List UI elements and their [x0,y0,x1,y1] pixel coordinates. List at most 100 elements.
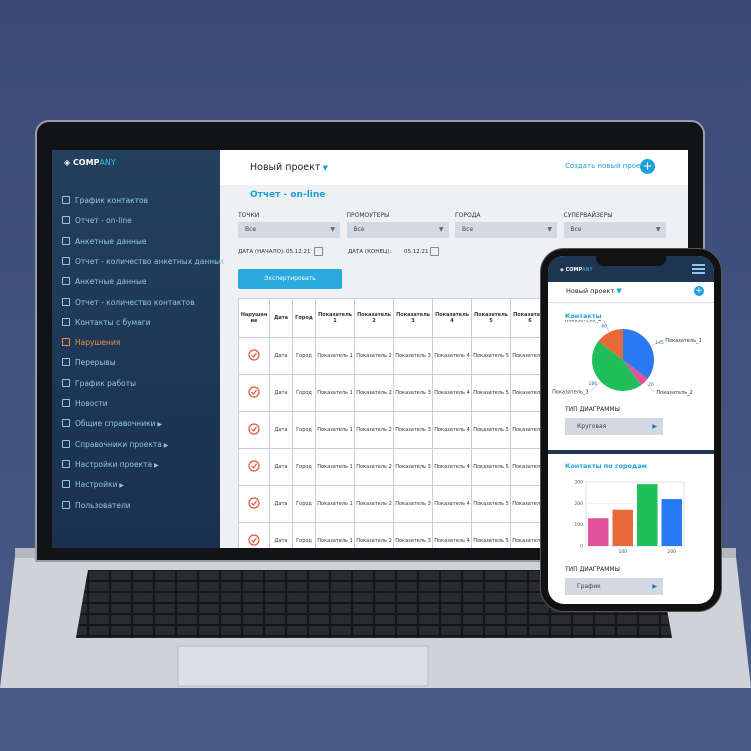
phone-project-select[interactable]: Новый проект [566,287,622,295]
sidebar-label: Настройки проекта [75,459,153,469]
icon [62,236,70,245]
sidebar-item[interactable]: Нарушения [62,338,120,347]
column-header: Показатель 2 [354,298,394,338]
bar [612,509,633,546]
sidebar-item[interactable]: Настройки проекта [62,459,159,469]
pie-title: Контакты [565,312,602,320]
violation-cell [238,411,270,449]
export-button[interactable]: Экспертировать [238,269,342,289]
violation-cell [238,448,270,486]
bar [588,518,609,546]
icon [62,358,70,367]
table-cell: Показатель 4 [432,411,472,449]
table-cell: Показатель 5 [471,448,511,486]
touchpad [177,645,429,687]
table-cell: Показатель 4 [432,522,472,548]
sidebar-item[interactable]: Анкетные данные [62,236,147,246]
filter-label: СУПЕРВАЙЗЕРЫ [563,212,613,219]
sidebar-label: Справочники проекта [75,439,162,449]
pie-slice [592,341,641,391]
leader-line [650,339,664,347]
chart-type-select[interactable]: График [565,578,663,595]
table-cell: Город [292,374,316,412]
sidebar: ◈ COMPANY График контактов Отчет - on-lin… [52,150,225,548]
chart-type-label: ТИП ДИАГРАММЫ [565,566,620,573]
filter-select[interactable]: Все [563,222,666,238]
table-cell: Город [292,448,316,486]
sidebar-label: График работы [75,378,136,388]
violation-icon [248,460,260,472]
icon [62,317,70,326]
sidebar-label: Общие справочники [75,419,156,429]
table-cell: Дата [269,374,293,412]
table-row: Дата Город Показатель 1 Показатель 2 Показат… [238,485,550,523]
sidebar-label: Анкетные данные [75,236,147,246]
slice-label: Показатель_1 [665,338,701,344]
y-tick-label: 100 [574,522,583,528]
keys [76,570,672,638]
sidebar-label: Перерывы [75,358,116,368]
divider [548,302,714,303]
sidebar-item[interactable]: Справочники проекта [62,439,168,449]
sidebar-item[interactable]: График контактов [62,196,148,205]
table-cell: Показатель 2 [354,337,394,375]
sidebar-label: Нарушения [75,338,121,348]
sidebar-item[interactable]: Настройки [62,480,124,489]
sidebar-item[interactable]: Перерывы [62,358,116,367]
table-cell: Дата [269,448,293,486]
sidebar-item[interactable]: Контакты с бумаги [62,317,151,327]
create-project[interactable]: Создать новый проект [565,162,649,170]
phone-plus[interactable]: + [694,286,704,296]
violation-cell [238,337,270,375]
date-value[interactable]: 05.12.21 [286,249,311,255]
table-cell: Показатель 4 [432,374,472,412]
filter-select[interactable]: Все [238,222,340,238]
sidebar-item[interactable]: Отчет - количество анкетных данных [62,256,225,266]
project-select[interactable]: Новый проект [250,162,328,173]
sidebar-label: Контакты с бумаги [75,317,151,327]
plus-button[interactable]: + [640,159,655,174]
violation-cell [238,485,270,523]
table-cell: Показатель 2 [354,411,394,449]
filter-label: ПРОМОУТЕРЫ [346,212,390,219]
notch [596,256,666,266]
table-cell: Показатель 3 [393,374,433,412]
date-value[interactable]: 05.12.21 [404,249,429,255]
sidebar-item[interactable]: График работы [62,378,136,388]
table-cell: Показатель 3 [393,485,433,523]
calendar-icon[interactable] [430,247,439,256]
sidebar-item[interactable]: Анкетные данные [62,277,147,286]
table-cell: Показатель 4 [432,448,472,486]
menu-button[interactable] [692,264,705,274]
sidebar-item[interactable]: Отчет - количество контактов [62,297,195,307]
sidebar-item[interactable]: Отчет - on-line [62,216,132,225]
sidebar-label: Новости [75,399,108,408]
value-label: 145 [655,340,664,346]
violation-icon [248,497,260,509]
leader-line [603,320,610,333]
violation-icon [248,349,260,361]
bar [637,484,658,546]
logo: ◈ COMPANY [64,158,116,167]
table-cell: Показатель 2 [354,374,394,412]
sidebar-item[interactable]: Пользователи [62,500,131,510]
sidebar-item[interactable]: Новости [62,399,108,408]
pie-chart: 145 Показатель_120Показатель_2186Показате… [552,320,702,396]
table-cell: Показатель 1 [315,374,355,412]
leader-line [590,381,601,392]
icon [62,419,70,428]
sidebar-item[interactable]: Общие справочники [62,419,162,428]
chart-type-select[interactable]: Круговая [565,418,663,435]
calendar-icon[interactable] [314,247,323,256]
icon [62,459,70,468]
table-cell: Город [292,337,316,375]
logo-light: ANY [582,267,593,273]
icon [62,439,70,448]
filter-select[interactable]: Все [455,222,557,238]
phone-logo: ◈ COMPANY [560,267,593,273]
sidebar-label: Отчет - количество контактов [75,297,195,307]
filter-select[interactable]: Все [346,222,449,238]
table-cell: Дата [269,337,293,375]
table-cell: Дата [269,485,293,523]
violation-cell [238,522,270,548]
